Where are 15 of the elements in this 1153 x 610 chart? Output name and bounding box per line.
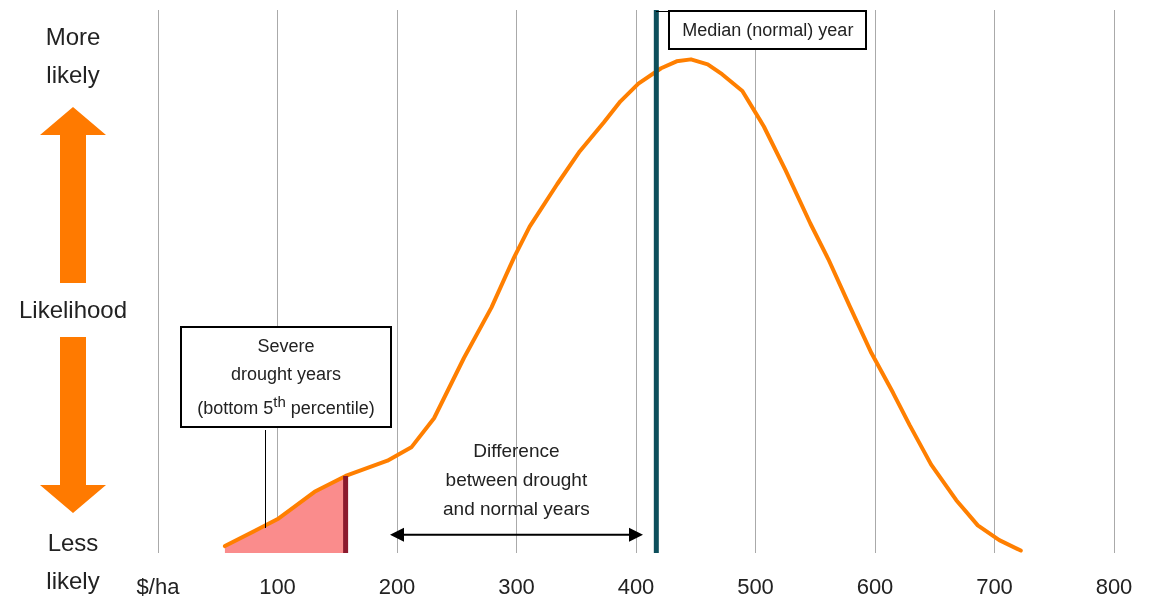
- annotation: Difference between drought and normal years: [443, 438, 590, 521]
- x-tick-label: 600: [856, 573, 894, 599]
- text: Less likely: [46, 529, 100, 594]
- x-tick-label: 500: [737, 573, 774, 599]
- annotation: Severe drought years (bottom 5$^{th}$ percentile): [180, 326, 392, 428]
- x-tick-label: 700: [976, 573, 1013, 599]
- x-tick-label: 400: [617, 573, 655, 599]
- ref-line-label: Median (normal) year: [668, 10, 868, 50]
- text: More likely: [44, 22, 102, 90]
- x-tick-label: 100: [259, 573, 296, 599]
- x-tick-label: 300: [498, 573, 535, 599]
- y-axis-title: Likelihood: [17, 296, 129, 324]
- x-tick-label: 200: [378, 573, 416, 599]
- x-tick-label: 800: [1095, 573, 1133, 599]
- x-tick-label: $/ha: [136, 573, 181, 599]
